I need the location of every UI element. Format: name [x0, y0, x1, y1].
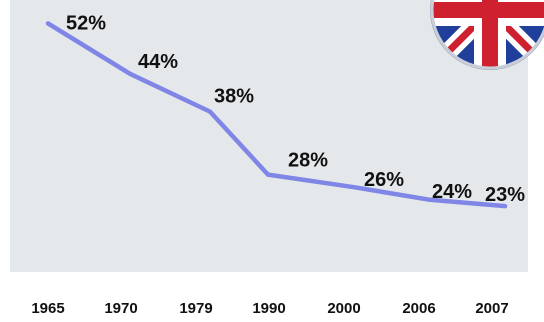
x-axis-ticks: 1965 1970 1979 1990 2000 2006 2007	[31, 300, 508, 317]
data-label: 38%	[214, 86, 254, 108]
data-labels: 52% 44% 38% 28% 26% 24% 23%	[66, 12, 525, 206]
data-label: 23%	[485, 184, 525, 206]
data-label: 26%	[364, 169, 404, 191]
union-jack-badge-icon	[430, 0, 544, 70]
data-point	[208, 109, 212, 114]
data-label: 52%	[66, 12, 106, 34]
data-point	[266, 172, 270, 177]
series-layer	[45, 21, 508, 209]
data-point	[352, 185, 356, 190]
x-tick-label: 2007	[475, 300, 508, 317]
data-label: 24%	[432, 181, 472, 203]
x-tick-label: 1965	[31, 300, 64, 317]
data-point	[128, 71, 132, 76]
data-label: 44%	[138, 51, 178, 73]
x-tick-label: 1970	[104, 300, 137, 317]
x-tick-label: 2000	[327, 300, 360, 317]
data-point	[503, 204, 507, 209]
data-point	[428, 197, 432, 202]
x-tick-label: 1979	[179, 300, 212, 317]
x-tick-label: 2006	[402, 300, 435, 317]
x-tick-label: 1990	[252, 300, 285, 317]
data-label: 28%	[288, 150, 328, 172]
data-point	[46, 21, 50, 26]
